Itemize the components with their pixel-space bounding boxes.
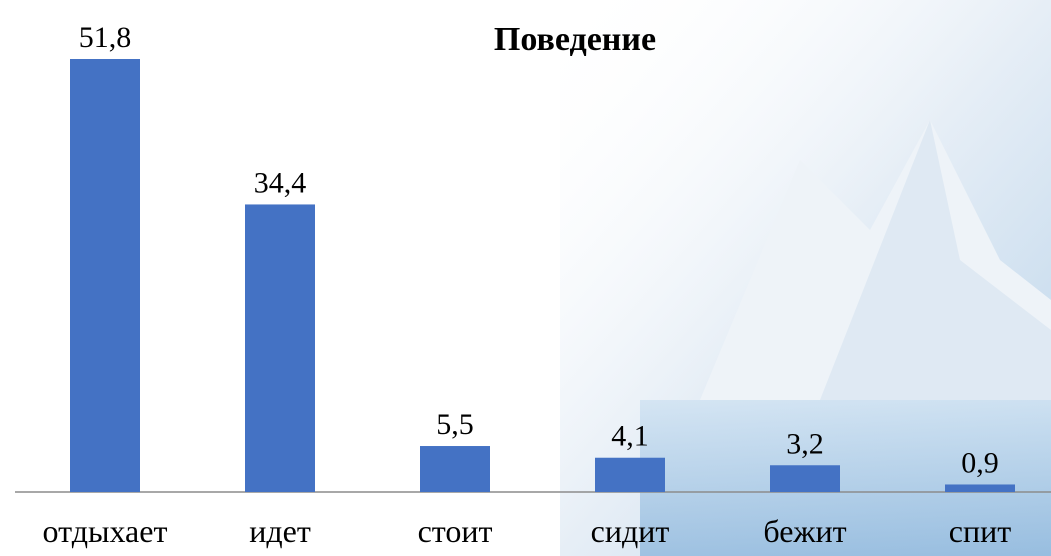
value-label: 0,9 [961, 446, 999, 479]
chart-title: Поведение [494, 21, 656, 58]
x-tick-label: сидит [591, 513, 670, 549]
bar [70, 59, 140, 492]
bar [595, 458, 665, 492]
bar [770, 465, 840, 492]
value-label: 4,1 [611, 420, 649, 453]
value-label: 34,4 [254, 166, 307, 199]
x-tick-label: бежит [763, 513, 846, 549]
x-tick-label: спит [949, 513, 1011, 549]
x-tick-label: отдыхает [43, 513, 168, 549]
bar [245, 204, 315, 492]
chart: Поведение 51,8 отдыхает 34,4 идет 5,5 стоит 4,… [0, 0, 1051, 556]
x-tick-label: стоит [418, 513, 493, 549]
value-label: 5,5 [436, 408, 474, 441]
x-tick-label: идет [249, 513, 311, 549]
bar [945, 484, 1015, 492]
bar [420, 446, 490, 492]
value-label: 3,2 [786, 427, 824, 460]
value-label: 51,8 [79, 21, 132, 54]
